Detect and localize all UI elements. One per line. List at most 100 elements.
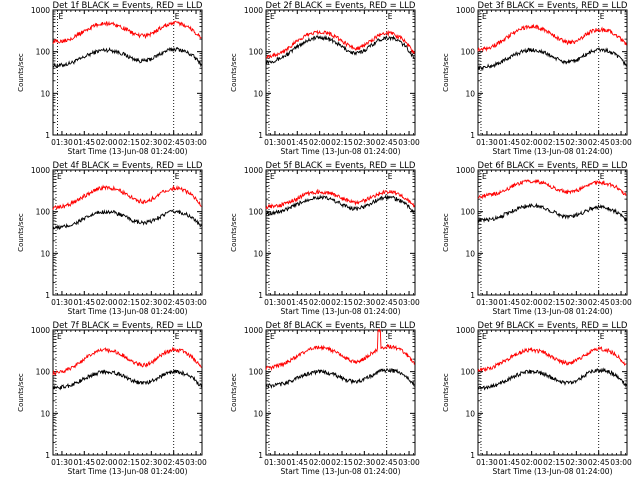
- y-tick-label: 10: [465, 409, 475, 418]
- x-tick-label: 02:45: [376, 458, 398, 467]
- detector-panel-6: Det 6f BLACK = Events, RED = LLD 1 10 100 10…: [442, 161, 632, 316]
- x-axis-label: Start Time (13-Jun-08 01:24:00): [281, 147, 401, 156]
- plot-frame: [265, 9, 416, 136]
- y-tick-label: 10: [40, 249, 50, 258]
- series-line-events: [477, 202, 627, 224]
- series-line-lld: [477, 346, 627, 372]
- x-axis-label: Start Time (13-Jun-08 01:24:00): [68, 147, 188, 156]
- x-tick-label: 02:30: [141, 458, 163, 467]
- series-line-events: [52, 46, 202, 69]
- y-tick-label: 100: [249, 208, 264, 217]
- detector-panel-1: Det 1f BLACK = Events, RED = LLD 1 10 100 10…: [17, 1, 207, 156]
- x-tick-label: 01:30: [264, 298, 286, 307]
- y-tick-label: 100: [249, 48, 264, 57]
- x-tick-label: 03:00: [185, 138, 207, 147]
- x-tick-label: 01:30: [476, 458, 498, 467]
- event-marker-label: E: [482, 332, 487, 341]
- x-tick-label: 03:00: [398, 298, 420, 307]
- x-tick-label: 02:00: [96, 458, 118, 467]
- x-tick-label: 02:00: [96, 298, 118, 307]
- y-axis-label: Counts/sec: [17, 373, 25, 412]
- x-tick-label: 03:00: [398, 458, 420, 467]
- y-tick-label: 1: [470, 451, 475, 460]
- y-tick-label: 1: [45, 131, 50, 140]
- y-axis-label: Counts/sec: [230, 373, 238, 412]
- y-tick-label: 1000: [244, 166, 263, 175]
- x-tick-label: 02:45: [376, 298, 398, 307]
- x-tick-label: 03:00: [185, 458, 207, 467]
- x-tick-label: 02:00: [96, 138, 118, 147]
- panel-title: Det 9f BLACK = Events, RED = LLD: [478, 321, 628, 331]
- y-axis-label: Counts/sec: [442, 373, 450, 412]
- x-tick-label: 02:15: [331, 138, 353, 147]
- x-tick-label: 02:30: [354, 138, 376, 147]
- x-tick-label: 02:00: [309, 138, 331, 147]
- x-tick-label: 02:15: [543, 138, 565, 147]
- panel-title: Det 2f BLACK = Events, RED = LLD: [266, 1, 416, 11]
- x-tick-label: 01:30: [51, 458, 73, 467]
- plot-frame: [52, 169, 203, 296]
- y-tick-label: 10: [253, 89, 263, 98]
- series-line-lld: [265, 188, 415, 210]
- series-line-events: [477, 367, 627, 391]
- x-tick-label: 02:30: [141, 298, 163, 307]
- detector-panel-5: Det 5f BLACK = Events, RED = LLD 1 10 100 10…: [230, 161, 420, 316]
- y-tick-label: 100: [461, 208, 476, 217]
- series-line-events: [477, 47, 627, 72]
- event-marker-label: E: [600, 12, 605, 21]
- series-line-events: [52, 369, 202, 391]
- x-tick-label: 02:45: [588, 458, 610, 467]
- event-marker-label: E: [57, 172, 62, 181]
- detector-panel-8: Det 8f BLACK = Events, RED = LLD 1 10 100 10…: [230, 321, 420, 476]
- series-line-lld: [52, 346, 202, 376]
- detector-panel-7: Det 7f BLACK = Events, RED = LLD 1 10 100 10…: [17, 321, 207, 476]
- y-tick-label: 10: [253, 249, 263, 258]
- x-tick-label: 03:00: [610, 458, 632, 467]
- x-tick-label: 02:15: [331, 298, 353, 307]
- x-tick-label: 03:00: [610, 138, 632, 147]
- series-line-lld: [477, 23, 627, 52]
- series-line-lld: [52, 20, 202, 44]
- x-tick-label: 02:45: [588, 138, 610, 147]
- y-tick-label: 1: [45, 291, 50, 300]
- x-tick-label: 02:30: [566, 138, 588, 147]
- series-line-events: [265, 367, 415, 390]
- plot-frame: [477, 169, 628, 296]
- x-tick-label: 02:45: [163, 298, 185, 307]
- x-axis-label: Start Time (13-Jun-08 01:24:00): [68, 467, 188, 476]
- x-tick-label: 02:15: [543, 298, 565, 307]
- x-tick-label: 01:45: [73, 458, 95, 467]
- y-tick-label: 1: [258, 131, 263, 140]
- y-tick-label: 1000: [456, 6, 475, 15]
- x-tick-label: 01:45: [498, 298, 520, 307]
- panel-title: Det 4f BLACK = Events, RED = LLD: [53, 161, 203, 171]
- x-tick-label: 01:45: [73, 298, 95, 307]
- x-tick-label: 02:45: [588, 298, 610, 307]
- x-tick-label: 02:30: [566, 298, 588, 307]
- event-marker-label: E: [388, 172, 393, 181]
- y-axis-label: Counts/sec: [17, 53, 25, 92]
- event-marker-label: E: [175, 12, 180, 21]
- x-tick-label: 03:00: [398, 138, 420, 147]
- x-tick-label: 01:45: [73, 138, 95, 147]
- panel-title: Det 3f BLACK = Events, RED = LLD: [478, 1, 628, 11]
- y-tick-label: 100: [36, 208, 51, 217]
- x-tick-label: 01:45: [498, 138, 520, 147]
- detector-panel-2: Det 2f BLACK = Events, RED = LLD 1 10 100 10…: [230, 1, 420, 156]
- event-marker-label: E: [270, 172, 275, 181]
- x-axis-label: Start Time (13-Jun-08 01:24:00): [493, 467, 613, 476]
- series-line-events: [52, 209, 202, 231]
- event-marker-label: E: [388, 332, 393, 341]
- event-marker-label: E: [270, 12, 275, 21]
- y-axis-label: Counts/sec: [442, 53, 450, 92]
- series-line-lld: [52, 184, 202, 211]
- x-tick-label: 02:30: [354, 458, 376, 467]
- panel-title: Det 8f BLACK = Events, RED = LLD: [266, 321, 416, 331]
- x-tick-label: 03:00: [185, 298, 207, 307]
- x-tick-label: 02:15: [331, 458, 353, 467]
- y-axis-label: Counts/sec: [17, 213, 25, 252]
- x-tick-label: 02:00: [309, 458, 331, 467]
- x-axis-label: Start Time (13-Jun-08 01:24:00): [281, 467, 401, 476]
- x-tick-label: 01:30: [264, 138, 286, 147]
- event-marker-label: E: [482, 172, 487, 181]
